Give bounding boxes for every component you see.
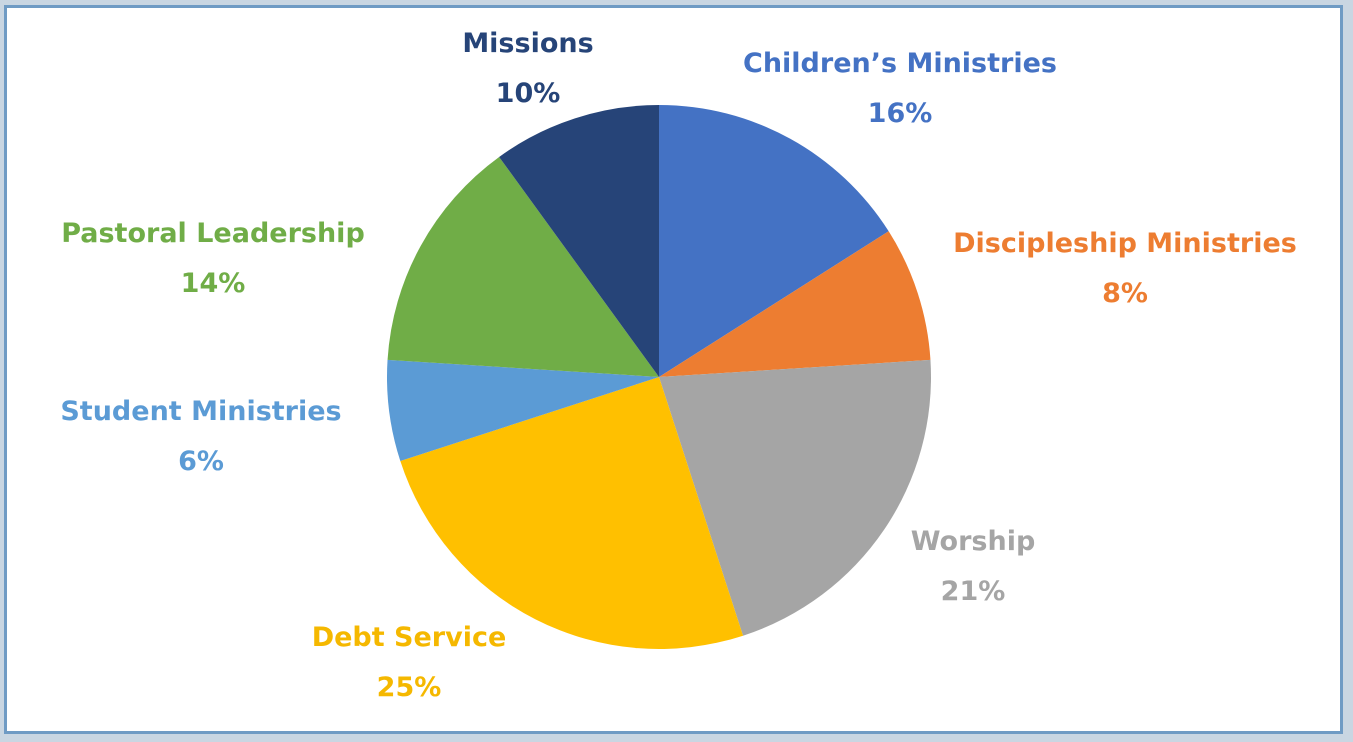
slice-label: Children’s Ministries xyxy=(743,48,1057,79)
slice-label: Debt Service xyxy=(312,622,507,653)
pie-slice-worship xyxy=(659,359,931,636)
pie-slices xyxy=(387,105,931,650)
pie-slice-missions xyxy=(499,105,659,377)
slice-percent-label: 8% xyxy=(1102,278,1148,309)
slice-percent-label: 10% xyxy=(496,78,561,109)
slice-label: Pastoral Leadership xyxy=(61,218,365,249)
slice-label: Discipleship Ministries xyxy=(953,228,1297,259)
slice-labels: Children’s Ministries 16% Discipleship Min… xyxy=(60,28,1296,703)
slice-label: Missions xyxy=(462,28,593,59)
pie-slice-student-ministries xyxy=(387,359,659,462)
slice-percent-label: 6% xyxy=(178,446,224,477)
slice-percent-label: 14% xyxy=(181,268,246,299)
slice-percent-label: 21% xyxy=(941,576,1006,607)
slice-percent-label: 25% xyxy=(377,672,442,703)
slice-label: Worship xyxy=(911,526,1036,557)
slice-percent-label: 16% xyxy=(868,98,933,129)
slice-label: Student Ministries xyxy=(60,396,341,427)
pie-slice-pastoral-leadership xyxy=(387,156,659,377)
pie-slice-discipleship-ministries xyxy=(659,231,931,377)
pie-slice-debt-service xyxy=(400,377,744,650)
pie-slice-children-s-ministries xyxy=(659,105,889,377)
